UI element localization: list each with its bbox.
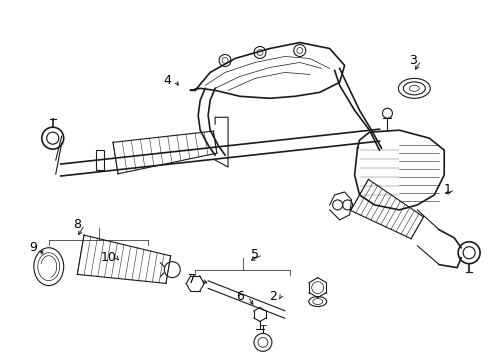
Text: 7: 7 (188, 273, 196, 286)
Bar (96, 150, 103, 170)
Text: 3: 3 (410, 54, 417, 67)
Text: 5: 5 (251, 248, 259, 261)
Text: 2: 2 (269, 290, 277, 303)
Text: 4: 4 (163, 74, 171, 87)
Text: 1: 1 (443, 184, 451, 197)
Text: 9: 9 (29, 241, 37, 254)
Text: 6: 6 (236, 290, 244, 303)
Text: 8: 8 (73, 218, 81, 231)
Text: 10: 10 (100, 251, 117, 264)
